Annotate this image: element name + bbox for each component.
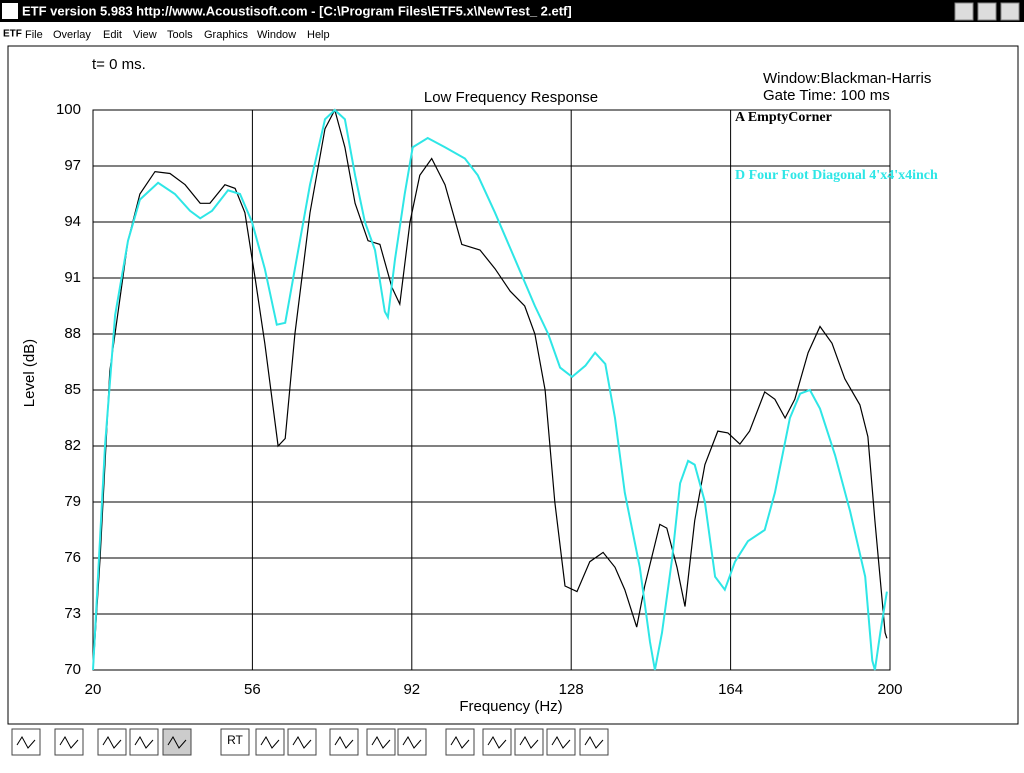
menu-item[interactable]: Window	[257, 29, 296, 41]
toolbar-button[interactable]	[287, 728, 317, 756]
data-line	[92, 108, 888, 671]
toolbar-button[interactable]	[129, 728, 159, 756]
toolbar-icon	[371, 736, 391, 749]
title-bar	[0, 0, 1024, 22]
y-axis-label: Level (dB)	[21, 339, 38, 407]
y-tick-label: 79	[64, 493, 81, 510]
x-tick-label: 164	[718, 681, 743, 698]
menu-item[interactable]: Help	[307, 29, 330, 41]
y-tick-label: 76	[64, 549, 81, 566]
toolbar-button[interactable]	[445, 728, 475, 756]
toolbar-icon	[260, 736, 280, 749]
toolbar-icon	[59, 736, 79, 749]
menu-item[interactable]: File	[25, 29, 43, 41]
chart-frame	[7, 45, 1019, 725]
legend-entry: D Four Foot Diagonal 4'x4'x4inch	[735, 168, 938, 183]
x-tick-label: 92	[403, 681, 420, 698]
x-tick-label: 128	[559, 681, 584, 698]
toolbar-button[interactable]	[162, 728, 192, 756]
x-tick-label: 56	[244, 681, 261, 698]
menu-item[interactable]: Overlay	[53, 29, 91, 41]
time-label: t= 0 ms.	[92, 56, 146, 73]
y-tick-label: 70	[64, 661, 81, 678]
app-icon	[2, 3, 18, 19]
toolbar-button[interactable]	[514, 728, 544, 756]
close-button[interactable]	[1000, 2, 1020, 21]
x-tick-label: 200	[877, 681, 902, 698]
toolbar-icon	[450, 736, 470, 749]
toolbar-button-label[interactable]: RT	[227, 733, 243, 747]
toolbar-button[interactable]	[579, 728, 609, 756]
menu-item[interactable]: Tools	[167, 29, 193, 41]
y-tick-label: 97	[64, 157, 81, 174]
toolbar-button[interactable]	[255, 728, 285, 756]
menu-item[interactable]: Graphics	[204, 29, 249, 41]
y-tick-label: 82	[64, 437, 81, 454]
toolbar-icon	[334, 736, 354, 749]
toolbar-button[interactable]	[97, 728, 127, 756]
toolbar-icon	[519, 736, 539, 749]
menu-icon: ETF	[3, 29, 22, 40]
y-tick-label: 85	[64, 381, 81, 398]
maximize-button[interactable]	[977, 2, 997, 21]
toolbar-icon	[402, 736, 422, 749]
data-line	[92, 108, 888, 671]
toolbar-button[interactable]	[54, 728, 84, 756]
y-tick-label: 100	[56, 101, 81, 118]
window-title: ETF version 5.983 http://www.Acoustisoft…	[22, 3, 572, 18]
toolbar-icon	[292, 736, 312, 749]
menu-item[interactable]: Edit	[103, 29, 122, 41]
menu-item[interactable]: View	[133, 29, 157, 41]
y-tick-label: 94	[64, 213, 81, 230]
x-tick-label: 20	[85, 681, 102, 698]
y-tick-label: 88	[64, 325, 81, 342]
toolbar-button[interactable]	[546, 728, 576, 756]
window-label: Window:Blackman-Harris	[763, 70, 931, 87]
chart-title: Low Frequency Response	[424, 89, 598, 106]
toolbar-button[interactable]	[220, 728, 250, 756]
minimize-button[interactable]	[954, 2, 974, 21]
toolbar-button[interactable]	[366, 728, 396, 756]
toolbar-icon	[16, 736, 36, 749]
toolbar-icon	[134, 736, 154, 749]
y-tick-label: 91	[64, 269, 81, 286]
toolbar-icon	[167, 736, 187, 749]
toolbar-icon	[487, 736, 507, 749]
toolbar-icon	[551, 736, 571, 749]
toolbar-button[interactable]	[397, 728, 427, 756]
y-tick-label: 73	[64, 605, 81, 622]
menu-bar	[0, 22, 1024, 46]
toolbar-button[interactable]	[329, 728, 359, 756]
toolbar-button[interactable]	[11, 728, 41, 756]
toolbar-button[interactable]	[482, 728, 512, 756]
toolbar-icon	[584, 736, 604, 749]
gate-label: Gate Time: 100 ms	[763, 87, 890, 104]
toolbar-icon	[102, 736, 122, 749]
x-axis-label: Frequency (Hz)	[459, 698, 562, 715]
legend-entry: A EmptyCorner	[735, 110, 832, 125]
